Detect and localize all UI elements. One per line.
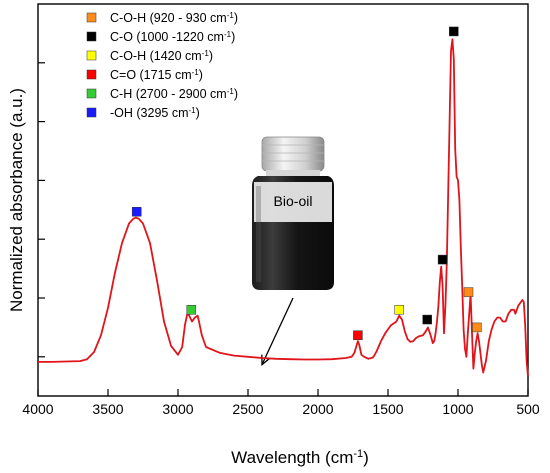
legend-swatch <box>86 88 97 99</box>
peak-marker <box>422 314 432 325</box>
x-tick-label: 3500 <box>92 401 123 417</box>
x-tick-label: 3000 <box>162 401 193 417</box>
plot-frame <box>37 3 529 397</box>
peak-markers <box>131 26 482 340</box>
vial-label: Bio-oil <box>274 193 313 209</box>
spectrum-line <box>38 38 529 377</box>
peak-marker <box>437 254 448 265</box>
peak-marker <box>131 207 142 217</box>
peak-marker <box>186 305 197 315</box>
legend-swatch <box>86 107 97 118</box>
x-tick-label: 1000 <box>442 401 473 417</box>
x-axis-title: Wavelength (cm-1) <box>231 448 369 467</box>
y-axis-title: Normalized absorbance (a.u.) <box>7 88 26 312</box>
x-tick-label: 2000 <box>302 401 333 417</box>
legend-entry: C=O (1715 cm-1) <box>110 68 203 83</box>
x-tick-label: 500 <box>516 401 540 417</box>
legend-entry: -OH (3295 cm-1) <box>110 106 200 121</box>
legend-swatch <box>86 31 97 42</box>
legend-entry: C-O (1000 -1220 cm-1) <box>110 30 235 45</box>
legend-entry: C-O-H (1420 cm-1) <box>110 49 213 64</box>
legend-swatch <box>86 12 97 23</box>
legend-swatch <box>86 50 97 61</box>
peak-marker <box>394 305 404 315</box>
legend: C-O-H (920 - 930 cm-1) C-O (1000 -1220 cm… <box>86 11 238 121</box>
peak-marker <box>463 287 474 297</box>
peak-marker <box>449 26 459 37</box>
y-axis-ticks <box>38 62 45 358</box>
legend-swatch <box>86 69 97 80</box>
legend-entry: C-O-H (920 - 930 cm-1) <box>110 11 238 26</box>
x-tick-label: 1500 <box>372 401 403 417</box>
x-axis-ticks: 4000 3500 3000 2500 2000 1500 1000 500 <box>22 389 540 417</box>
peak-marker <box>353 330 363 340</box>
peak-marker <box>472 322 482 333</box>
vial-arrow <box>261 297 294 366</box>
legend-entry: C-H (2700 - 2900 cm-1) <box>110 87 238 102</box>
x-tick-label: 2500 <box>232 401 263 417</box>
x-tick-label: 4000 <box>22 401 53 417</box>
bio-oil-vial-icon <box>252 136 334 290</box>
